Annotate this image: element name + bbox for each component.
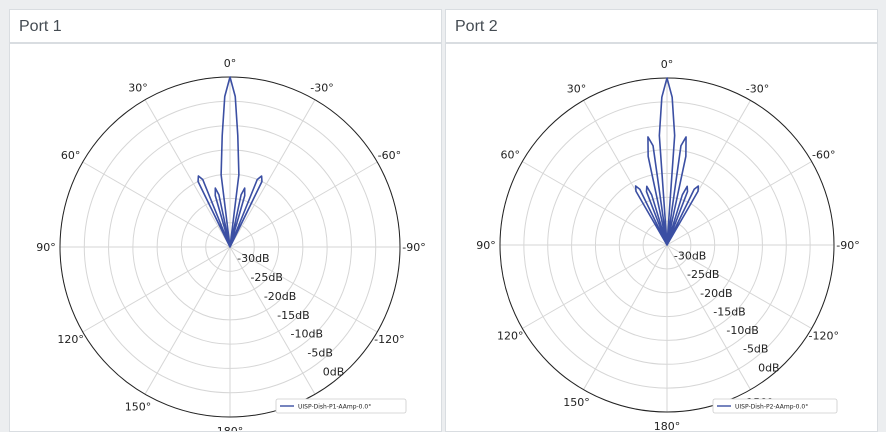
angle-tick-label: 0° [224, 57, 237, 70]
radial-tick-label: 0dB [323, 366, 345, 379]
grid-spoke [82, 246, 231, 333]
legend-box [275, 398, 407, 414]
radial-tick-label: 0dB [758, 361, 780, 374]
chart-grid: Port 1 0°30°60°90°120°150°180°-150°-120°… [9, 9, 879, 432]
grid-spoke [144, 246, 231, 395]
angle-tick-label: 120° [57, 333, 84, 346]
angle-tick-label: -90° [402, 241, 425, 254]
angle-tick-label: 150° [563, 396, 590, 409]
grid-spoke [666, 244, 751, 390]
angle-tick-label: -60° [378, 149, 401, 162]
polar-chart-port-2: 0°30°60°90°120°150°180°-150°-120°-90°-60… [476, 58, 859, 431]
grid-spoke [229, 99, 316, 248]
angle-tick-label: -30° [310, 82, 333, 95]
angle-tick-label: -60° [812, 149, 835, 162]
grid-spoke [229, 246, 316, 395]
grid-spoke [229, 246, 378, 333]
angle-tick-label: -120° [809, 330, 839, 343]
grid-spoke [82, 161, 231, 248]
angle-tick-label: 30° [128, 82, 148, 95]
panel-body: 0°30°60°90°120°150°180°-150°-120°-90°-60… [10, 44, 441, 431]
legend-box [712, 398, 838, 414]
panel-title: Port 2 [446, 10, 877, 44]
panel-title: Port 1 [10, 10, 441, 44]
radial-tick-label: -20dB [700, 287, 733, 300]
grid-spoke [144, 99, 231, 248]
angle-tick-label: 60° [501, 149, 521, 162]
angle-tick-label: -30° [746, 82, 769, 95]
angle-tick-label: 90° [476, 239, 496, 252]
angle-tick-label: -120° [374, 333, 404, 346]
radial-tick-label: -30dB [674, 250, 707, 263]
polar-chart-port-1: 0°30°60°90°120°150°180°-150°-120°-90°-60… [36, 57, 425, 431]
panel-port-2: Port 2 0°30°60°90°120°150°180°-150°-120°… [445, 9, 878, 432]
angle-tick-label: 180° [654, 420, 681, 431]
series-line [197, 76, 263, 248]
radial-tick-label: -30dB [237, 252, 270, 265]
angle-tick-label: 60° [61, 149, 81, 162]
grid-spoke [522, 161, 668, 246]
radial-tick-label: -15dB [277, 309, 310, 322]
radial-tick-label: -20dB [264, 290, 297, 303]
panel-port-1: Port 1 0°30°60°90°120°150°180°-150°-120°… [9, 9, 442, 432]
angle-tick-label: 180° [217, 425, 244, 431]
angle-tick-label: 30° [567, 82, 587, 95]
legend: UISP-Dish-P1-AAmp-0.0° [275, 398, 407, 414]
grid-spoke [666, 161, 812, 246]
radial-tick-label: -25dB [687, 268, 720, 281]
radial-tick-label: -5dB [743, 343, 769, 356]
angle-tick-label: 90° [36, 241, 56, 254]
legend-label: UISP-Dish-P1-AAmp-0.0° [298, 404, 371, 411]
panel-body: 0°30°60°90°120°150°180°-150°-120°-90°-60… [446, 44, 877, 431]
series-line [634, 77, 700, 246]
grid-spoke [522, 244, 668, 329]
angle-tick-label: 120° [497, 330, 524, 343]
radial-tick-label: -10dB [726, 324, 759, 337]
angle-tick-label: -90° [836, 239, 859, 252]
grid-spoke [666, 244, 812, 329]
radial-tick-label: -25dB [250, 271, 283, 284]
grid-spoke [583, 244, 668, 390]
radial-tick-label: -5dB [307, 347, 333, 360]
radial-tick-label: -15dB [713, 305, 746, 318]
radial-tick-label: -10dB [291, 328, 324, 341]
grid-spoke [229, 161, 378, 248]
angle-tick-label: 0° [661, 58, 674, 71]
legend: UISP-Dish-P2-AAmp-0.0° [712, 398, 838, 414]
legend-label: UISP-Dish-P2-AAmp-0.0° [735, 404, 808, 411]
angle-tick-label: 150° [125, 400, 152, 413]
